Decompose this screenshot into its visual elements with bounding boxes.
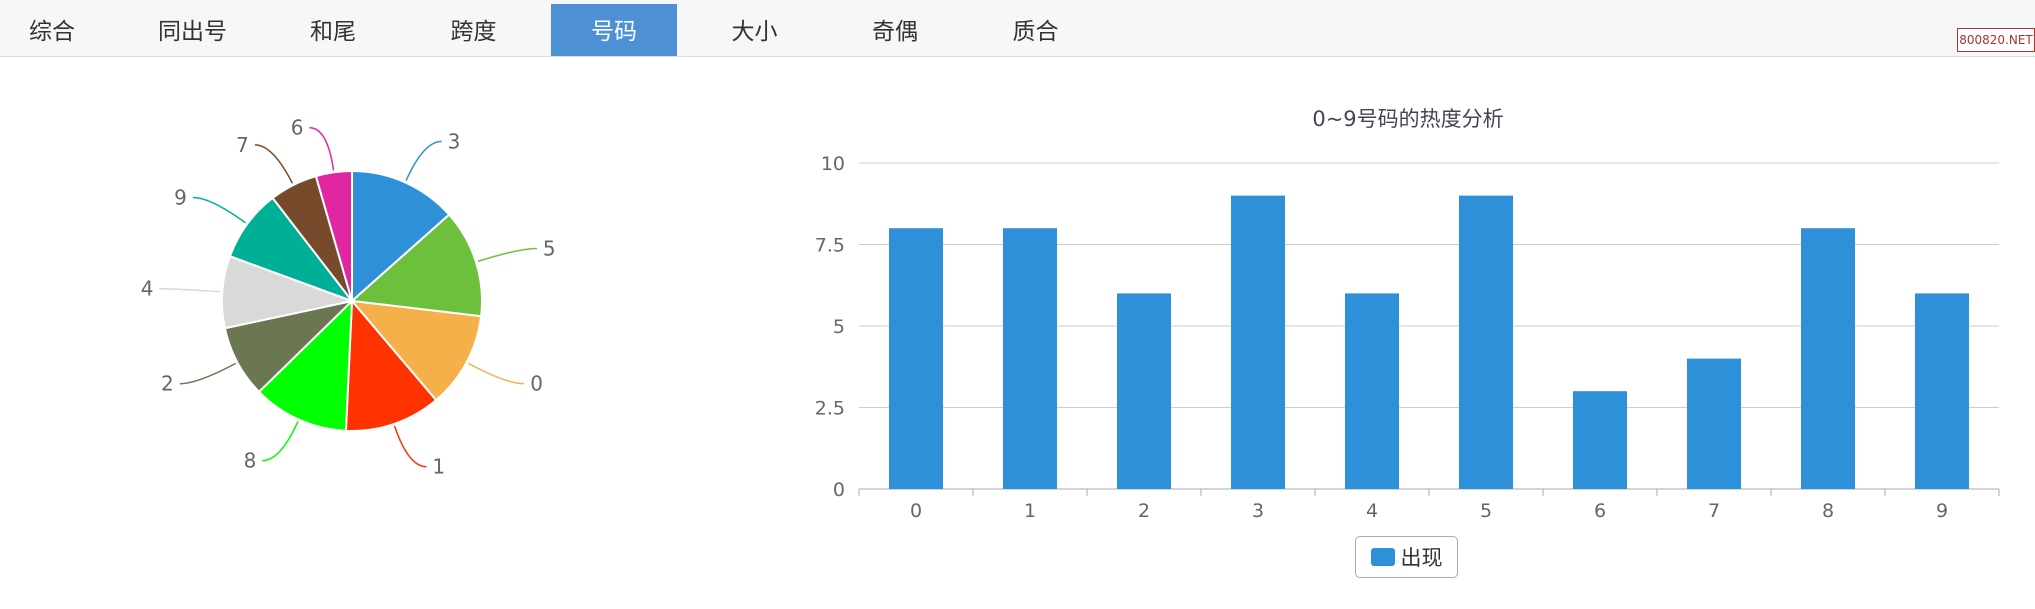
pie-label-line	[477, 247, 537, 263]
pie-label-line	[405, 140, 442, 181]
y-tick-label: 5	[833, 316, 845, 338]
pie-label: 2	[161, 372, 174, 396]
bar	[1003, 228, 1057, 489]
tab-7[interactable]: 奇偶	[872, 19, 918, 45]
y-tick-label: 0	[833, 479, 845, 501]
pie-label: 0	[530, 372, 543, 396]
x-tick-label: 2	[1138, 500, 1150, 522]
bar	[1573, 391, 1627, 489]
pie-label-line	[262, 421, 299, 462]
x-tick-label: 7	[1708, 500, 1720, 522]
pie-label-line	[254, 144, 294, 184]
pie-slice	[314, 169, 353, 302]
pie-label: 8	[244, 449, 257, 473]
x-tick-label: 1	[1024, 500, 1036, 522]
pie-slice	[351, 169, 451, 304]
legend-item[interactable]: 出现	[1355, 536, 1458, 578]
bar	[889, 228, 943, 489]
pie-label-line	[179, 362, 237, 385]
pie-label-line	[393, 425, 427, 468]
legend-swatch	[1370, 548, 1395, 566]
bar	[1117, 293, 1171, 489]
pie-label: 9	[174, 185, 187, 209]
pie-slice	[344, 298, 438, 432]
bar	[1231, 195, 1285, 489]
tab-bar: 综合 同出号 和尾 跨度 号码 大小 奇偶 质合	[0, 0, 2035, 57]
bar-chart-title: 0~9号码的热度分析	[1312, 107, 1503, 131]
bar	[1801, 228, 1855, 489]
x-tick-label: 0	[910, 500, 922, 522]
pie-label: 5	[543, 236, 556, 260]
y-tick-label: 10	[821, 153, 845, 175]
x-tick-label: 5	[1480, 500, 1492, 522]
tab-3[interactable]: 和尾	[310, 19, 356, 45]
bar	[1687, 358, 1741, 489]
pie-label-line	[192, 196, 247, 224]
tab-2[interactable]: 同出号	[158, 19, 227, 45]
watermark-logo: 800820.NET	[1957, 28, 2035, 52]
x-tick-label: 9	[1936, 500, 1948, 522]
pie-label: 1	[432, 455, 445, 479]
tab-1[interactable]: 综合	[29, 19, 75, 45]
x-tick-label: 6	[1594, 500, 1606, 522]
bar	[1915, 293, 1969, 489]
pie-label: 6	[291, 116, 304, 140]
pie-label-line	[467, 362, 525, 385]
pie-slice	[257, 298, 354, 432]
x-tick-label: 4	[1366, 500, 1378, 522]
tab-4[interactable]: 跨度	[450, 19, 497, 45]
pie-slice	[349, 213, 483, 318]
bar	[1459, 195, 1513, 489]
x-tick-label: 3	[1252, 500, 1264, 522]
tab-6[interactable]: 大小	[731, 19, 778, 45]
tab-5[interactable]: 号码	[551, 4, 677, 56]
pie-label-line	[309, 126, 335, 171]
pie-label: 4	[141, 277, 154, 301]
bar	[1345, 293, 1399, 489]
pie-label: 3	[448, 129, 461, 153]
y-tick-label: 7.5	[815, 235, 845, 257]
pie-slice	[349, 299, 483, 402]
pie-label: 7	[236, 133, 249, 157]
y-tick-label: 2.5	[815, 398, 845, 420]
pie-label-line	[159, 287, 221, 293]
legend-label: 出现	[1400, 546, 1443, 570]
x-tick-label: 8	[1822, 500, 1834, 522]
tab-8[interactable]: 质合	[1012, 19, 1059, 45]
